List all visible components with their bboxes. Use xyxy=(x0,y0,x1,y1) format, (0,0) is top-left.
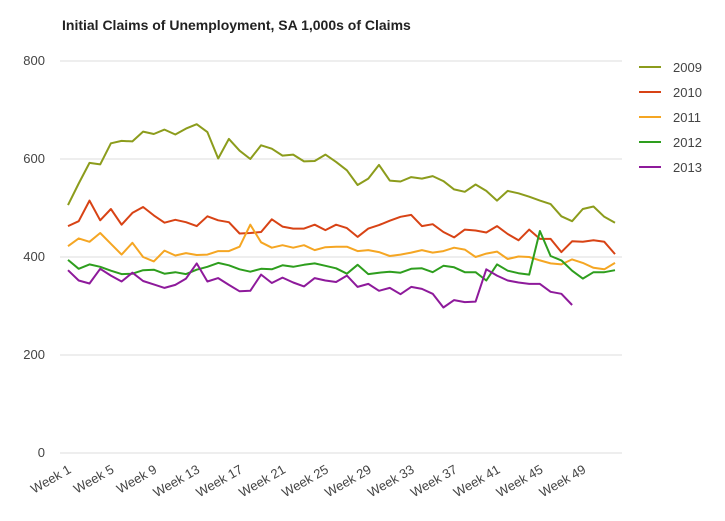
series-line xyxy=(67,223,616,271)
y-tick-label: 400 xyxy=(23,249,45,264)
x-tick-label: Week 17 xyxy=(193,462,245,501)
x-tick-label: Week 33 xyxy=(365,462,417,501)
x-tick-label: Week 37 xyxy=(408,462,460,501)
series-line xyxy=(67,123,616,224)
legend-label: 2013 xyxy=(673,160,702,175)
y-tick-label: 600 xyxy=(23,151,45,166)
legend-label: 2012 xyxy=(673,135,702,150)
x-tick-label: Week 41 xyxy=(451,462,503,501)
series-line xyxy=(67,199,616,255)
x-tick-label: Week 45 xyxy=(494,462,546,501)
series-line xyxy=(67,230,616,282)
legend-label: 2011 xyxy=(673,110,701,125)
chart-title: Initial Claims of Unemployment, SA 1,000… xyxy=(62,17,411,33)
x-tick-label: Week 25 xyxy=(279,462,331,501)
legend-label: 2010 xyxy=(673,85,702,100)
legend-label: 2009 xyxy=(673,60,702,75)
x-tick-label: Week 1 xyxy=(28,462,73,497)
x-tick-label: Week 21 xyxy=(236,462,288,501)
x-tick-label: Week 13 xyxy=(150,462,202,501)
y-tick-label: 0 xyxy=(38,445,45,460)
y-tick-label: 800 xyxy=(23,53,45,68)
series-line xyxy=(67,262,573,309)
x-tick-label: Week 5 xyxy=(71,462,116,497)
x-tick-label: Week 49 xyxy=(537,462,589,501)
x-tick-label: Week 29 xyxy=(322,462,374,501)
y-tick-label: 200 xyxy=(23,347,45,362)
